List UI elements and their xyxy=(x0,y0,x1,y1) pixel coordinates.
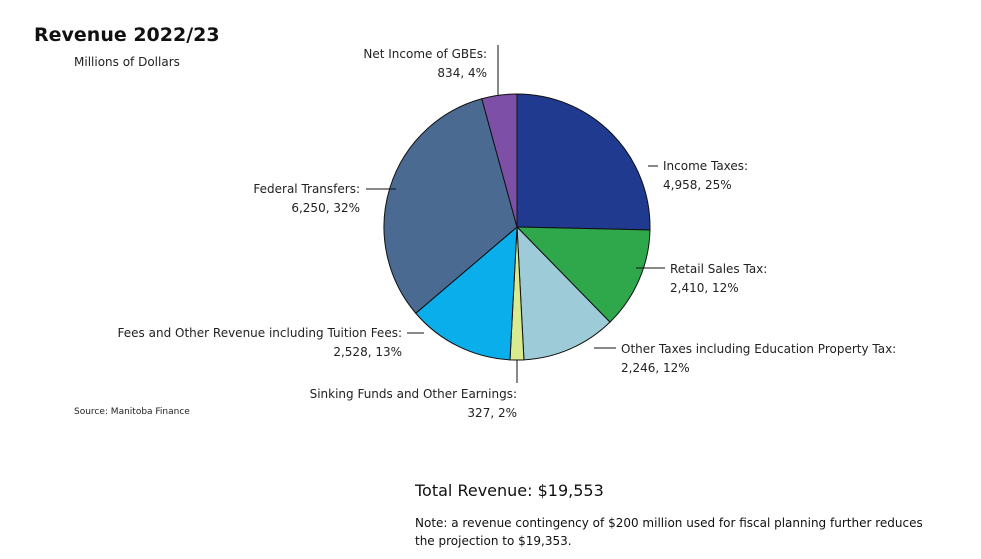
contingency-note: Note: a revenue contingency of $200 mill… xyxy=(415,516,923,548)
chart-title: Revenue 2022/23 xyxy=(34,24,220,46)
slice-value-6: 834, 4% xyxy=(437,66,487,80)
slice-value-5: 6,250, 32% xyxy=(291,201,360,215)
source-note: Source: Manitoba Finance xyxy=(74,407,190,417)
slice-label-1: Retail Sales Tax: xyxy=(670,262,767,276)
slice-label-5: Federal Transfers: xyxy=(253,182,360,196)
pie-slice-1 xyxy=(515,226,651,323)
slice-label-0: Income Taxes: xyxy=(663,159,748,173)
chart-subtitle: Millions of Dollars xyxy=(74,55,180,69)
pie-slice-2 xyxy=(516,225,611,361)
pie-slice-0 xyxy=(516,93,651,231)
total-revenue: Total Revenue: $19,553 xyxy=(415,481,604,500)
pie-slice-5 xyxy=(383,98,518,314)
slice-value-4: 2,528, 13% xyxy=(333,345,402,359)
slice-label-2: Other Taxes including Education Property… xyxy=(621,342,896,356)
pie-slice-4 xyxy=(415,225,518,361)
slice-value-2: 2,246, 12% xyxy=(621,361,690,375)
slice-value-0: 4,958, 25% xyxy=(663,178,732,192)
pie-slices xyxy=(383,93,651,361)
slice-value-3: 327, 2% xyxy=(467,406,517,420)
slice-label-3: Sinking Funds and Other Earnings: xyxy=(310,387,517,401)
slice-value-1: 2,410, 12% xyxy=(670,281,739,295)
slice-label-4: Fees and Other Revenue including Tuition… xyxy=(118,326,402,340)
pie-slice-6 xyxy=(481,93,518,228)
slice-label-6: Net Income of GBEs: xyxy=(363,47,487,61)
